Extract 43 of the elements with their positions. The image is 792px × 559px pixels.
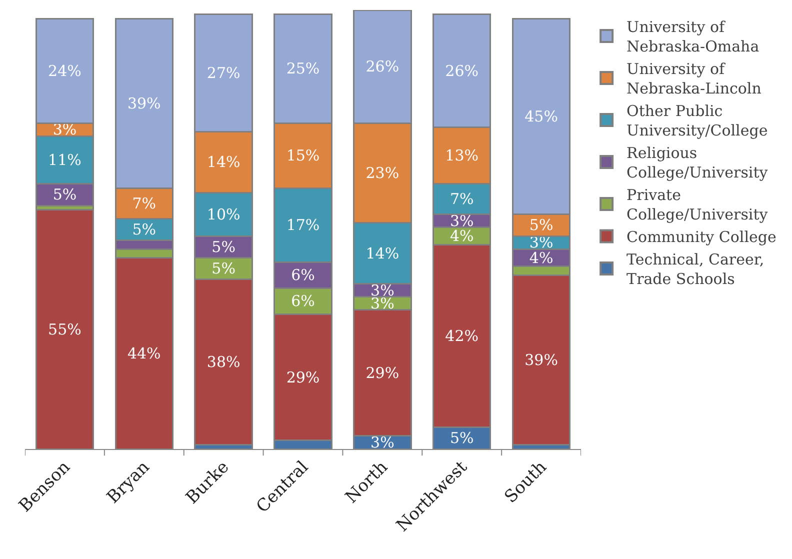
data-label: 3% — [370, 433, 394, 452]
legend-label: Community College — [626, 228, 776, 246]
legend-label: Other Public University/College — [626, 102, 768, 140]
data-label: 5% — [529, 216, 554, 234]
legend-label: University of Nebraska-Lincoln — [626, 60, 762, 98]
data-label: 39% — [524, 350, 558, 369]
data-label: 26% — [445, 62, 479, 80]
data-label: 10% — [206, 205, 240, 224]
data-label: 25% — [286, 60, 320, 78]
data-label: 23% — [366, 164, 400, 182]
legend-label: University of Nebraska-Omaha — [626, 18, 760, 56]
data-label: 6% — [291, 266, 315, 284]
data-label: 15% — [286, 146, 320, 165]
legend-label: Private College/University — [626, 186, 768, 224]
data-label: 44% — [127, 344, 161, 362]
data-label: 29% — [366, 364, 400, 382]
data-label: 42% — [445, 326, 479, 345]
data-label: 14% — [366, 244, 400, 262]
data-label: 7% — [450, 190, 474, 208]
data-label: 38% — [206, 353, 240, 372]
data-label: 5% — [52, 186, 77, 204]
legend-label: Religious College/University — [626, 144, 768, 182]
data-label: 5% — [132, 220, 156, 238]
data-label: 6% — [291, 292, 315, 310]
data-label: 5% — [212, 260, 236, 278]
data-label: 24% — [48, 62, 82, 80]
data-label: 17% — [286, 216, 320, 234]
data-label: 3% — [450, 212, 474, 230]
data-label: 5% — [450, 429, 474, 448]
data-label: 13% — [445, 146, 479, 165]
data-label: 39% — [127, 94, 161, 112]
data-label: 26% — [366, 58, 400, 76]
data-label: 27% — [206, 64, 240, 82]
data-label: 14% — [206, 153, 240, 172]
data-label: 55% — [48, 320, 82, 338]
data-label: 7% — [132, 194, 156, 212]
data-label: 4% — [450, 227, 474, 246]
legend-label: Technical, Career, Trade Schools — [626, 250, 764, 288]
data-label: 29% — [286, 368, 320, 386]
data-label: 5% — [212, 238, 236, 256]
data-label: 11% — [48, 150, 82, 169]
data-label: 45% — [524, 107, 558, 126]
data-label: 4% — [529, 248, 554, 267]
